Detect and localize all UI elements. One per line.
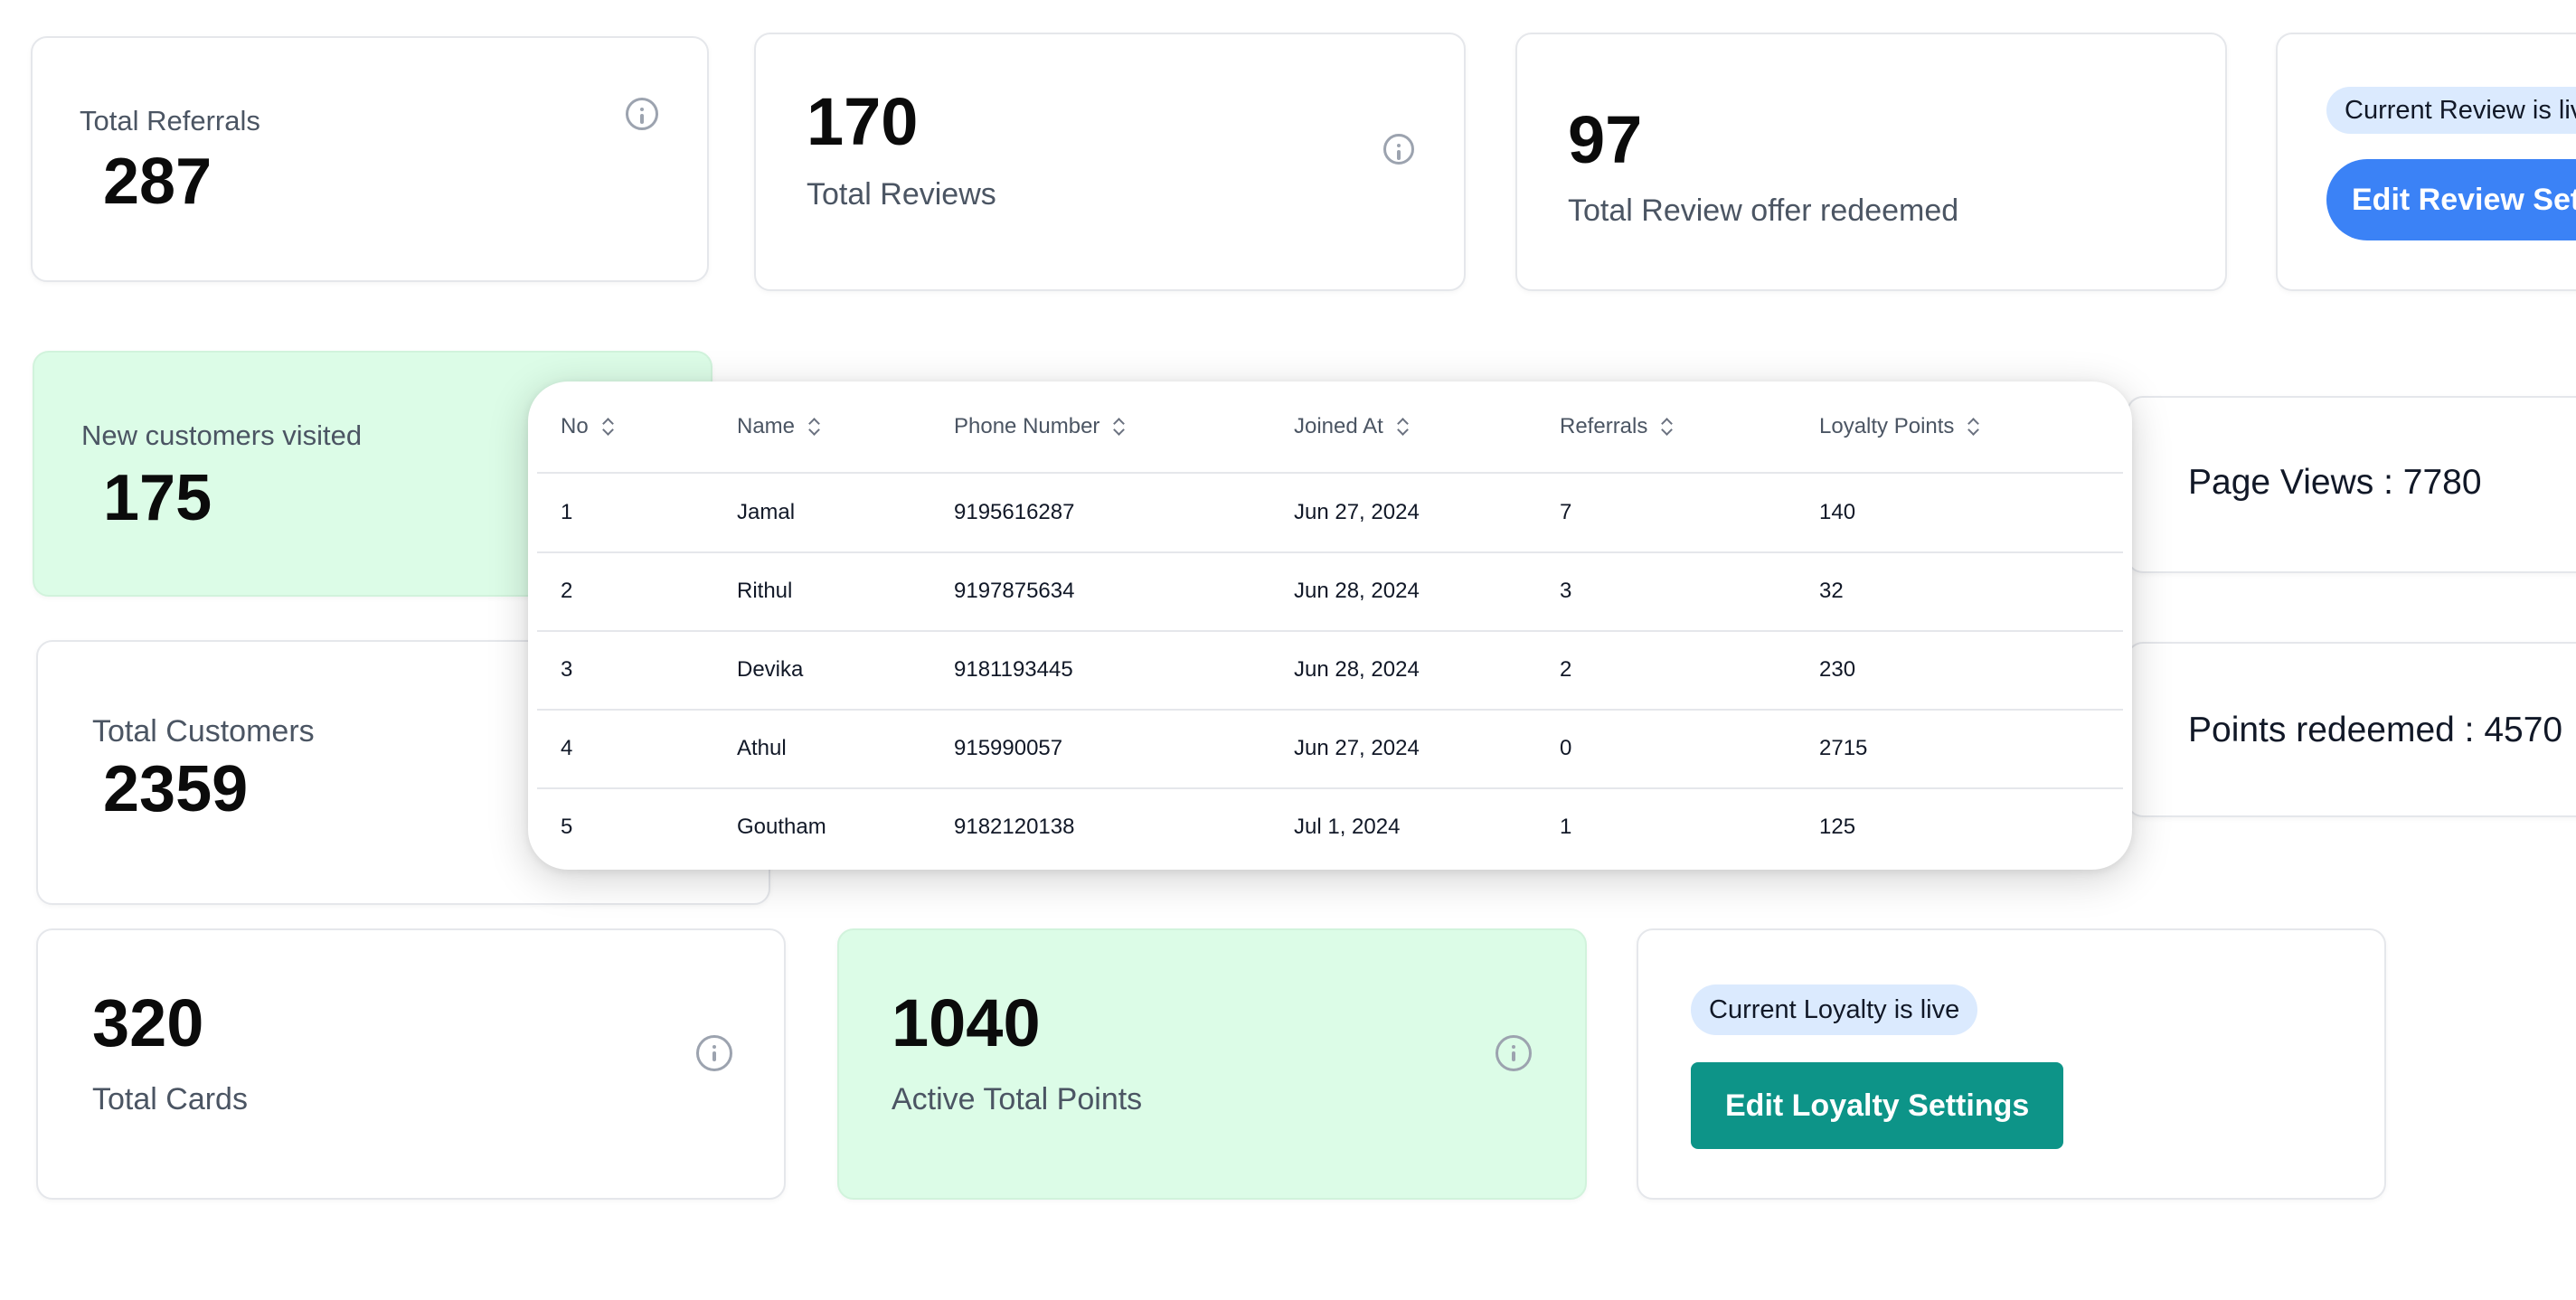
cell-referrals: 3: [1560, 579, 1572, 603]
table-header: No Name Phone Number Joined At Referrals…: [537, 382, 2123, 474]
cell-joined: Jun 28, 2024: [1294, 657, 1420, 682]
cell-name: Devika: [737, 657, 804, 682]
total-customers-value: 2359: [103, 753, 249, 825]
cell-referrals: 2: [1560, 657, 1572, 682]
cell-phone: 9182120138: [954, 815, 1075, 839]
referrals-table: No Name Phone Number Joined At Referrals…: [528, 382, 2132, 870]
total-cards-value: 320: [92, 985, 204, 1060]
column-header-referrals[interactable]: Referrals: [1560, 382, 1673, 472]
sort-icon[interactable]: [601, 417, 614, 437]
total-customers-label: Total Customers: [92, 714, 315, 749]
table-row[interactable]: 1 Jamal 9195616287 Jun 27, 2024 7 140: [537, 474, 2123, 553]
cell-no: 1: [561, 500, 573, 524]
cell-joined: Jun 27, 2024: [1294, 736, 1420, 760]
total-referrals-value: 287: [103, 146, 212, 218]
column-header-joined[interactable]: Joined At: [1294, 382, 1409, 472]
cell-name: Rithul: [737, 579, 793, 603]
total-reviews-label: Total Reviews: [807, 177, 996, 212]
table-row[interactable]: 3 Devika 9181193445 Jun 28, 2024 2 230: [537, 631, 2123, 711]
review-offer-card: 97 Total Review offer redeemed: [1515, 33, 2227, 291]
review-status-badge: Current Review is live: [2326, 87, 2576, 134]
cell-no: 4: [561, 736, 573, 760]
cell-referrals: 1: [1560, 815, 1572, 839]
cell-loyalty-points: 2715: [1819, 736, 1868, 760]
review-offer-label: Total Review offer redeemed: [1568, 193, 1959, 228]
points-redeemed-card: Points redeemed : 4570: [2127, 642, 2576, 817]
cell-name: Athul: [737, 736, 787, 760]
review-settings-card: Current Review is live Edit Review Setti…: [2276, 33, 2576, 291]
table-row[interactable]: 5 Goutham 9182120138 Jul 1, 2024 1 125: [537, 788, 2123, 866]
points-redeemed-text: Points redeemed : 4570: [2188, 711, 2563, 749]
info-icon[interactable]: [696, 1035, 732, 1071]
cell-phone: 9195616287: [954, 500, 1075, 524]
total-cards-card: 320 Total Cards: [36, 928, 786, 1200]
cell-no: 2: [561, 579, 573, 603]
sort-icon[interactable]: [1967, 417, 1979, 437]
cell-referrals: 7: [1560, 500, 1572, 524]
info-icon[interactable]: [626, 98, 658, 130]
info-icon[interactable]: [1383, 134, 1414, 165]
cell-loyalty-points: 125: [1819, 815, 1856, 839]
cell-loyalty-points: 140: [1819, 500, 1856, 524]
loyalty-status-badge: Current Loyalty is live: [1691, 984, 1978, 1035]
info-icon[interactable]: [1496, 1035, 1532, 1071]
new-customers-value: 175: [103, 462, 212, 534]
cell-joined: Jun 27, 2024: [1294, 500, 1420, 524]
table-row[interactable]: 4 Athul 915990057 Jun 27, 2024 0 2715: [537, 710, 2123, 789]
sort-icon[interactable]: [807, 417, 820, 437]
total-reviews-card: 170 Total Reviews: [754, 33, 1466, 291]
active-points-value: 1040: [892, 985, 1041, 1060]
cell-loyalty-points: 230: [1819, 657, 1856, 682]
total-referrals-card: Total Referrals 287: [31, 36, 709, 282]
loyalty-settings-card: Current Loyalty is live Edit Loyalty Set…: [1637, 928, 2386, 1200]
sort-icon[interactable]: [1112, 417, 1125, 437]
table-row[interactable]: 2 Rithul 9197875634 Jun 28, 2024 3 32: [537, 552, 2123, 632]
active-points-label: Active Total Points: [892, 1082, 1143, 1116]
cell-no: 5: [561, 815, 573, 839]
cell-phone: 915990057: [954, 736, 1063, 760]
edit-review-settings-button[interactable]: Edit Review Settings: [2326, 159, 2576, 240]
sort-icon[interactable]: [1396, 417, 1409, 437]
cell-joined: Jun 28, 2024: [1294, 579, 1420, 603]
cell-referrals: 0: [1560, 736, 1572, 760]
cell-loyalty-points: 32: [1819, 579, 1844, 603]
column-header-loyalty-points[interactable]: Loyalty Points: [1819, 382, 1979, 472]
total-cards-label: Total Cards: [92, 1082, 248, 1116]
cell-phone: 9197875634: [954, 579, 1075, 603]
review-offer-value: 97: [1568, 102, 1643, 177]
cell-no: 3: [561, 657, 573, 682]
cell-name: Jamal: [737, 500, 796, 524]
sort-icon[interactable]: [1660, 417, 1673, 437]
cell-joined: Jul 1, 2024: [1294, 815, 1401, 839]
edit-loyalty-settings-button[interactable]: Edit Loyalty Settings: [1691, 1062, 2064, 1149]
page-views-card: Page Views : 7780: [2127, 396, 2576, 573]
active-points-card: 1040 Active Total Points: [837, 928, 1587, 1200]
column-header-phone[interactable]: Phone Number: [954, 382, 1125, 472]
page-views-text: Page Views : 7780: [2188, 463, 2482, 502]
column-header-name[interactable]: Name: [737, 382, 820, 472]
cell-name: Goutham: [737, 815, 826, 839]
total-reviews-value: 170: [807, 84, 919, 159]
total-referrals-label: Total Referrals: [80, 105, 260, 137]
column-header-no[interactable]: No: [561, 382, 614, 472]
new-customers-label: New customers visited: [81, 419, 363, 451]
cell-phone: 9181193445: [954, 657, 1073, 682]
